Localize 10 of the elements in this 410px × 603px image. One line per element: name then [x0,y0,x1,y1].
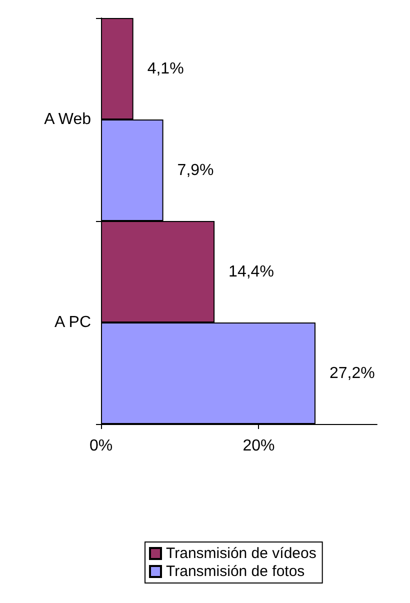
x-tick-label: 0% [89,438,113,454]
data-label: 27,2% [329,364,375,382]
legend-label: Transmisión de fotos [166,563,305,580]
y-tick-label: A Web [44,111,92,128]
data-label: 14,4% [228,263,274,280]
data-label: 7,9% [177,162,214,179]
x-tick-label: 20% [242,438,275,454]
data-label: 4,1% [147,60,184,78]
y-tick-label: A PC [54,314,91,331]
legend-label: Transmisión de vídeos [166,545,316,562]
